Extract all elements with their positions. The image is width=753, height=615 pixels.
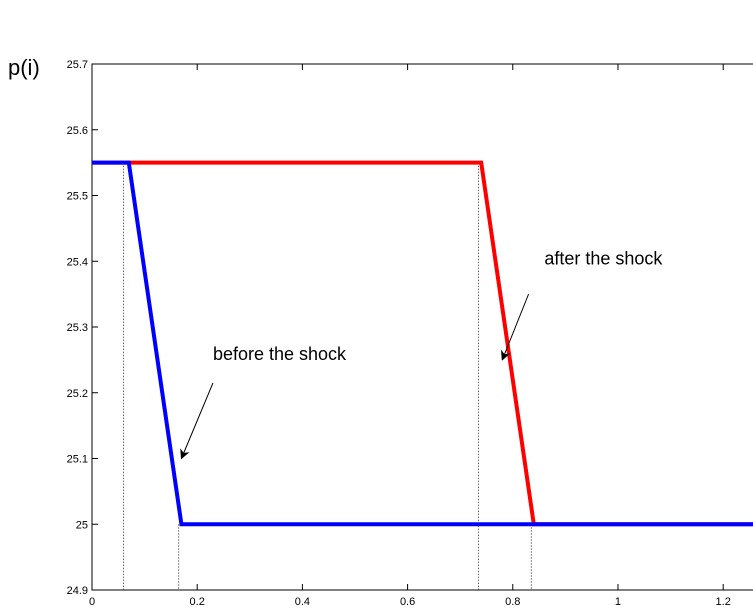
annotation-1: before the shock (213, 344, 347, 364)
x-tick-label: 0.6 (400, 596, 415, 608)
y-tick-label: 24.9 (67, 585, 88, 597)
plot-area: 24.9 25 25.1 25.2 25.3 25.4 25.5 25.6 25.7 0 0.2 0.… (67, 59, 753, 608)
axes-frame (91, 63, 753, 591)
y-tick-label: 25.2 (67, 388, 88, 400)
series-line-0 (92, 160, 753, 527)
x-tick-label: 0.2 (190, 596, 205, 608)
x-tick-label: 1 (615, 596, 621, 608)
x-tick-label: 0.4 (295, 596, 310, 608)
y-tick-label: 25.4 (67, 256, 88, 268)
x-tick-label: 0.8 (505, 596, 520, 608)
y-axis-label: p(i) (8, 55, 40, 80)
y-tick-label: 25.3 (67, 322, 88, 334)
y-tick-label: 25 (76, 519, 88, 531)
annotation-arrow-0 (500, 293, 530, 361)
y-tick-label: 25.7 (67, 59, 88, 71)
annotation-0: after the shock (544, 249, 663, 269)
y-tick-label: 25.1 (67, 454, 88, 466)
annotation-arrow-1 (180, 382, 214, 460)
y-tick-label: 25.6 (67, 125, 88, 137)
x-tick-label: 0 (89, 596, 95, 608)
series-line-1 (92, 160, 753, 527)
y-tick-label: 25.5 (67, 191, 88, 203)
x-tick-label: 1.2 (716, 596, 731, 608)
